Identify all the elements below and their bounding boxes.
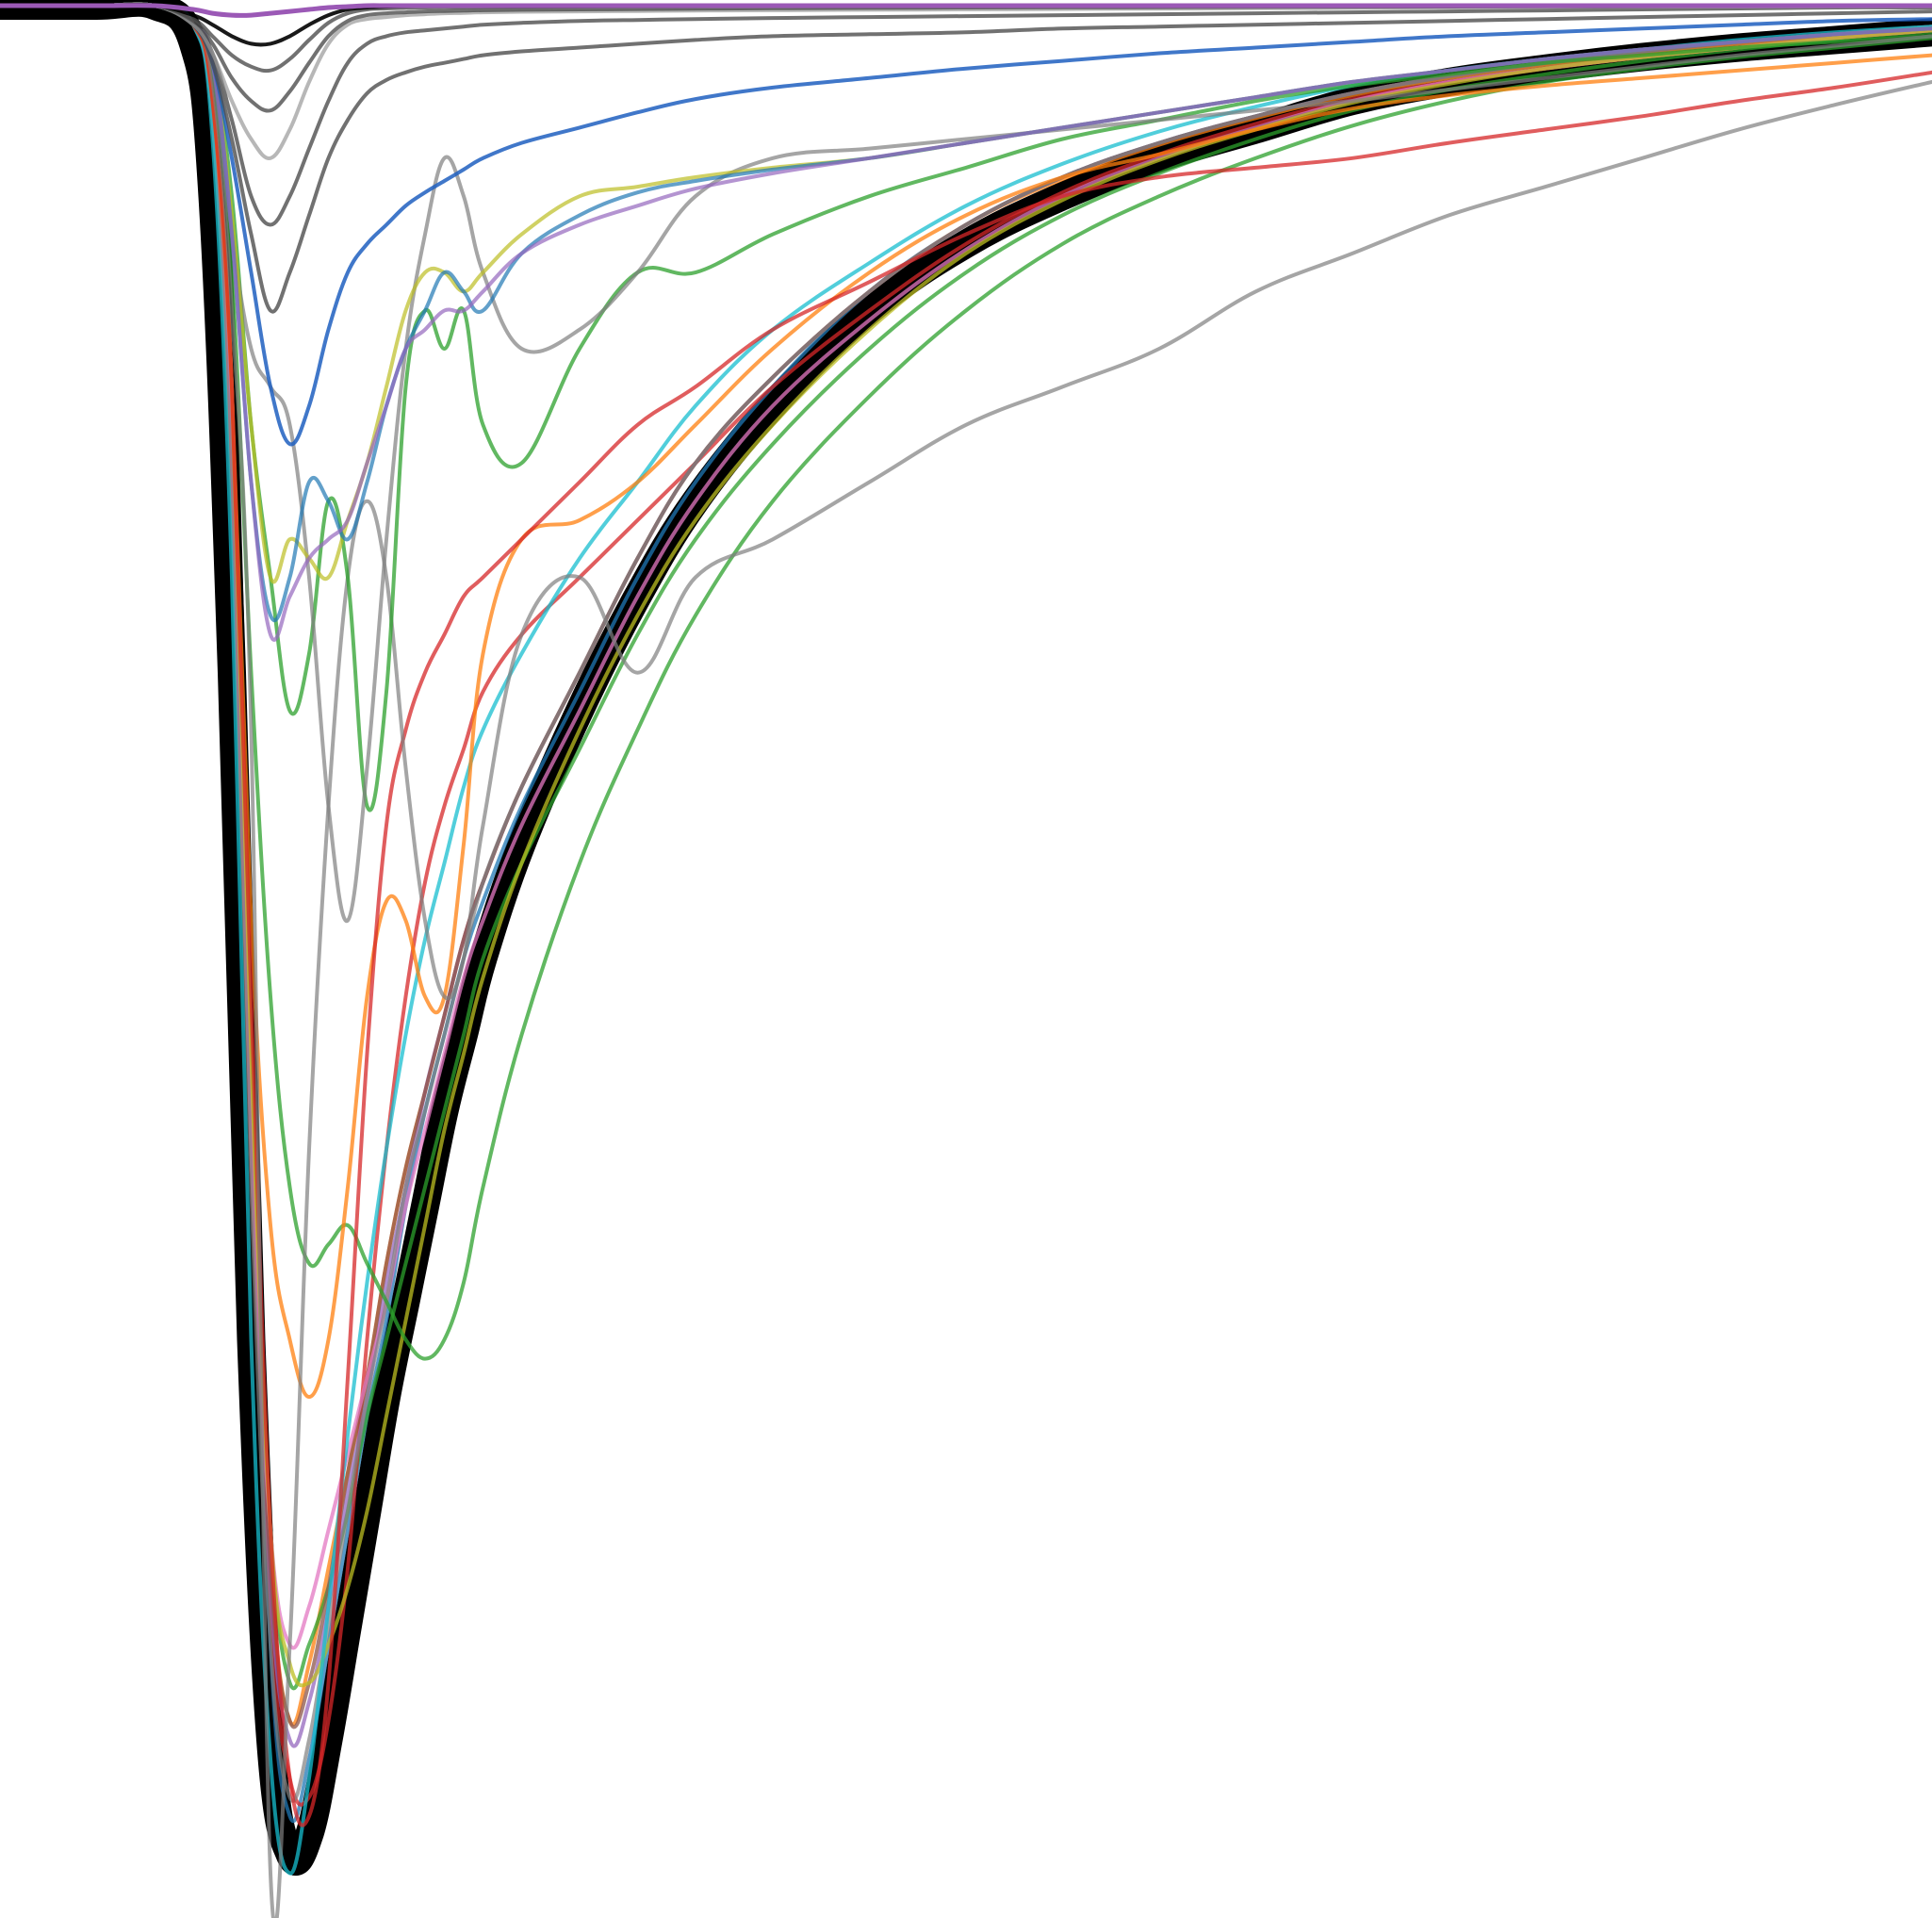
series-line-16 — [0, 4, 1932, 1918]
series-line-21 — [0, 4, 1932, 640]
series-layer — [0, 3, 1932, 1918]
series-line-4 — [0, 4, 1932, 1724]
series-line-12 — [0, 4, 1932, 1873]
series-line-1 — [0, 3, 1932, 1861]
series-line-8 — [0, 4, 1932, 1727]
series-line-17 — [0, 4, 1932, 810]
series-line-9 — [0, 4, 1932, 1648]
series-line-2 — [0, 4, 1932, 1850]
series-line-7 — [0, 4, 1932, 1746]
